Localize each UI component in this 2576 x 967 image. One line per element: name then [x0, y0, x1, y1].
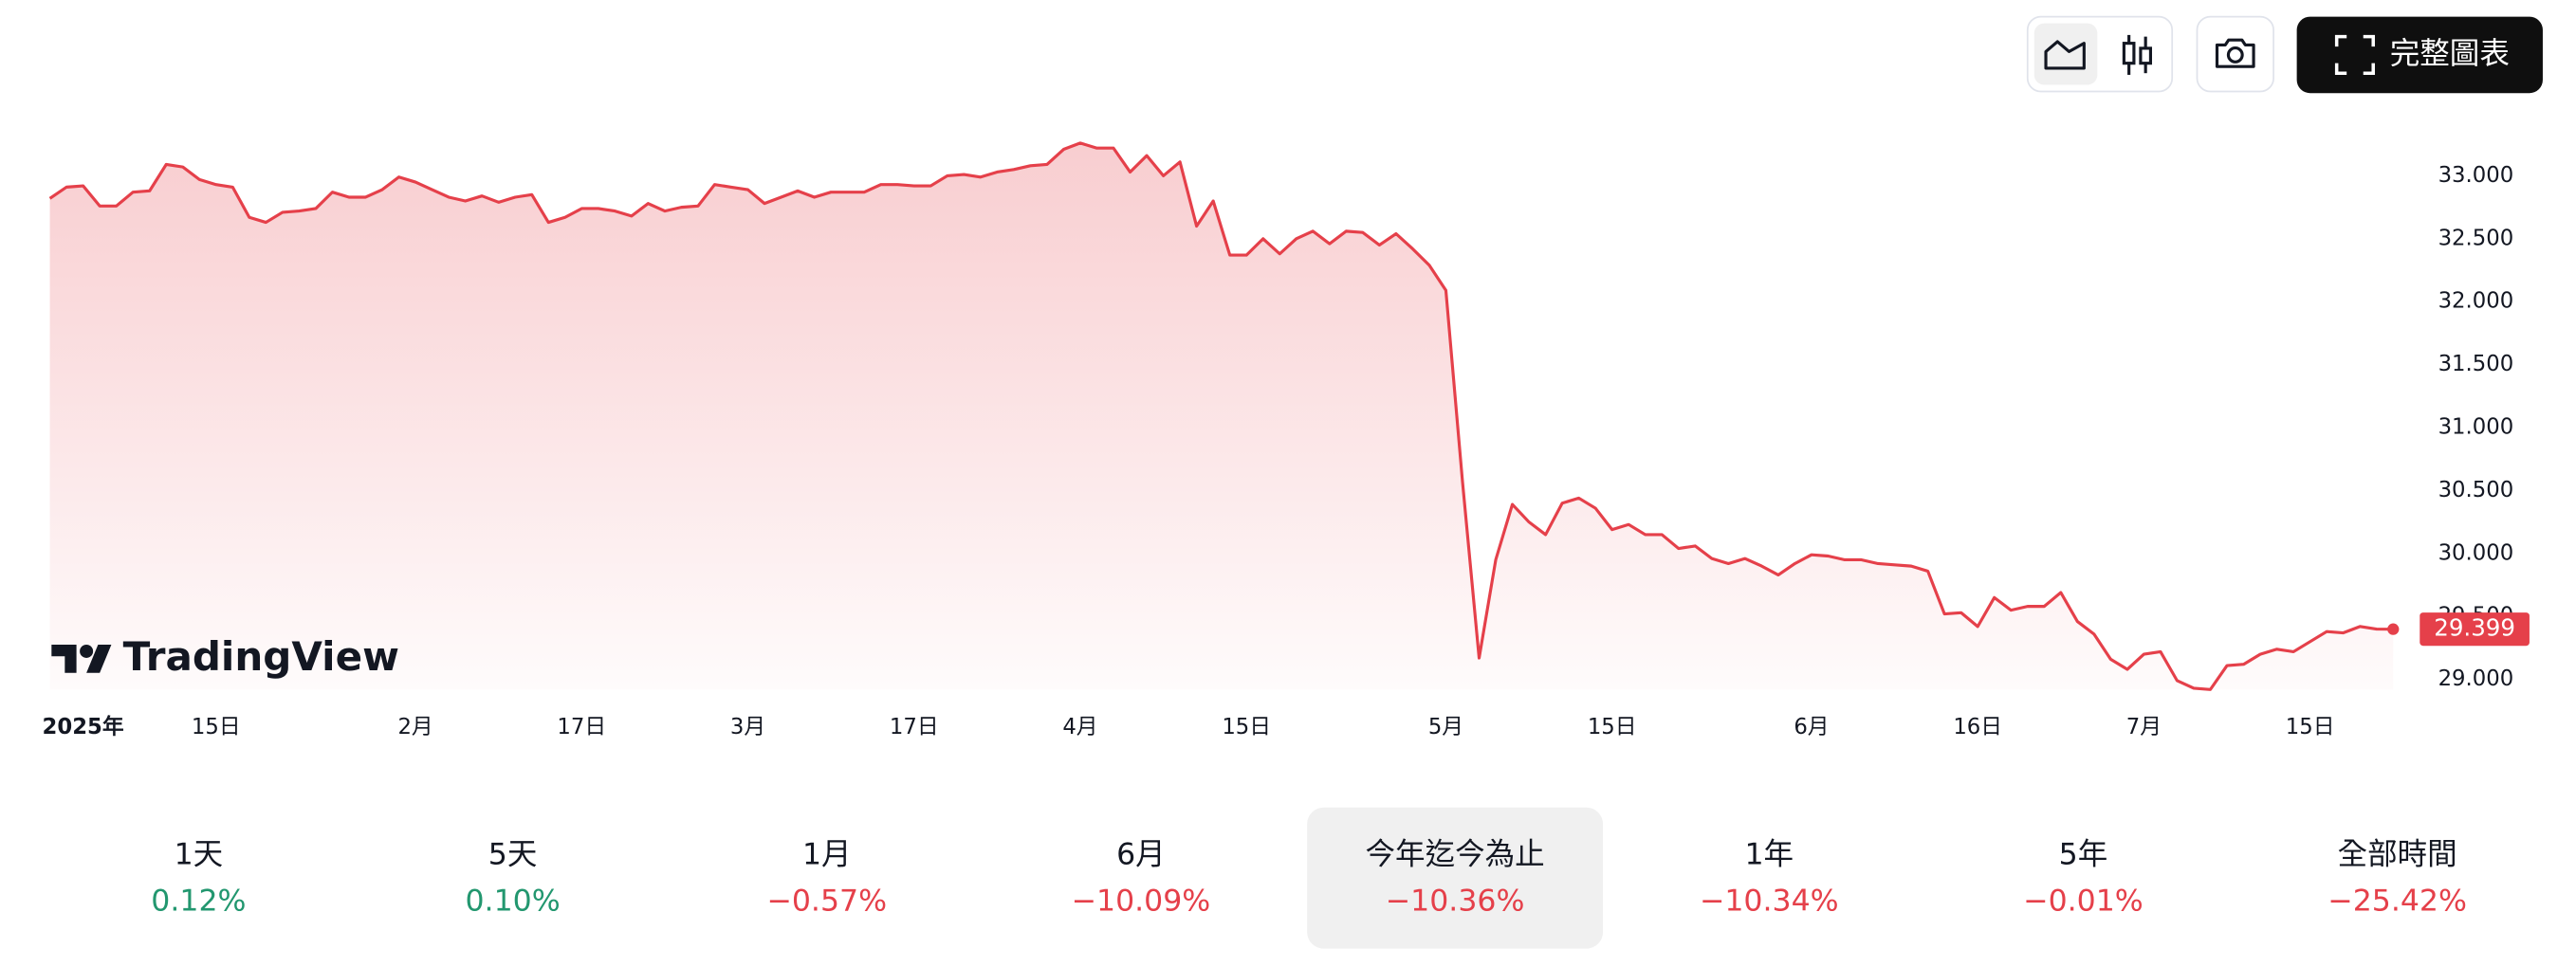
- x-tick-label: 17日: [890, 715, 939, 739]
- watermark: TradingView: [51, 633, 399, 680]
- tab-change: −0.01%: [2023, 885, 2144, 919]
- x-tick-label: 4月: [1062, 715, 1097, 739]
- y-tick-label: 31.000: [2438, 415, 2514, 440]
- tab-label: 1天: [175, 838, 224, 872]
- tab-label: 5年: [2059, 838, 2108, 872]
- line-style-button[interactable]: [2033, 23, 2098, 85]
- tab-change: −10.09%: [1072, 885, 1211, 919]
- tab-change: −0.57%: [766, 885, 887, 919]
- icon-fullscreen: [2334, 34, 2375, 75]
- x-tick-label: 6月: [1794, 715, 1829, 739]
- button-frame: [2196, 15, 2274, 93]
- x-tick-label: 15日: [1588, 715, 1637, 739]
- last-price-label: 29.399: [2434, 614, 2515, 642]
- button-label: 完整圖表: [2390, 37, 2510, 71]
- snapshot-button[interactable]: [2196, 15, 2274, 93]
- icon-camera: [2215, 38, 2255, 68]
- tab-label: 全部時間: [2338, 838, 2457, 872]
- x-tick-label: 7月: [2126, 715, 2162, 739]
- x-tick-label: 2月: [397, 715, 432, 739]
- range-tab[interactable]: 5年 −0.01%: [2023, 838, 2144, 919]
- candle-style-button[interactable]: [2122, 34, 2152, 75]
- full-chart-button[interactable]: 完整圖表: [2296, 16, 2543, 94]
- range-tab[interactable]: 1天 0.12%: [151, 838, 246, 919]
- watermark-text: TradingView: [123, 633, 399, 680]
- y-tick-label: 30.500: [2438, 478, 2514, 502]
- tab-change: −10.36%: [1386, 885, 1525, 919]
- x-tick-label: 5月: [1428, 715, 1463, 739]
- tab-change: 0.12%: [151, 885, 246, 919]
- range-tab[interactable]: 6月 −10.09%: [1072, 838, 1211, 919]
- area-fill: [49, 142, 2394, 690]
- y-tick-label: 32.000: [2438, 289, 2514, 314]
- tab-label: 1月: [802, 838, 852, 872]
- range-tab[interactable]: 今年迄今為止 −10.36%: [1307, 807, 1604, 949]
- tab-label: 6月: [1116, 838, 1166, 872]
- range-tab[interactable]: 1月 −0.57%: [766, 838, 887, 919]
- icon-camera: [2226, 46, 2244, 64]
- y-tick-label: 29.000: [2438, 666, 2514, 691]
- tab-label: 5天: [488, 838, 538, 872]
- icon-line: [2044, 40, 2086, 70]
- last-price-badge: [2420, 612, 2530, 647]
- x-tick-label: 15日: [1222, 715, 1271, 739]
- chart-style-toggle: [2026, 15, 2174, 93]
- y-tick-label: 31.500: [2438, 352, 2514, 376]
- range-tab[interactable]: 1年 −10.34%: [1700, 838, 1839, 919]
- range-tab[interactable]: 5天 0.10%: [465, 838, 560, 919]
- x-tick-label: 15日: [2286, 715, 2335, 739]
- icon-candle: [2139, 46, 2152, 65]
- price-line: [48, 141, 2394, 691]
- tab-label: 今年迄今為止: [1366, 838, 1545, 872]
- range-tabs: 1天 0.12% 5天 0.10% 1月 −0.57% 6月 −10.09% 今年迄今為止 −10…: [151, 807, 2467, 949]
- range-tab[interactable]: 全部時間 −25.42%: [2328, 838, 2467, 919]
- logo-mark: [80, 644, 94, 658]
- logo-mark: [86, 644, 112, 673]
- x-tick-label: 2025年: [43, 714, 124, 739]
- button-bg: [2296, 16, 2543, 94]
- tab-change: −25.42%: [2328, 885, 2467, 919]
- tab-label: 1年: [1744, 838, 1794, 872]
- y-tick-label: 30.000: [2438, 540, 2514, 565]
- tab-change: −10.34%: [1700, 885, 1839, 919]
- x-tick-label: 17日: [557, 715, 606, 739]
- last-point: [2387, 623, 2400, 635]
- plot-area: 29.00029.50030.00030.50031.00031.50032.0…: [43, 141, 2530, 739]
- x-tick-label: 15日: [192, 715, 241, 739]
- icon-candle: [2122, 42, 2136, 65]
- y-tick-label: 33.000: [2438, 163, 2514, 188]
- x-tick-label: 3月: [730, 715, 765, 739]
- x-tick-label: 16日: [1953, 715, 2002, 739]
- y-tick-label: 32.500: [2438, 226, 2514, 250]
- logo-mark: [51, 644, 77, 673]
- tab-change: 0.10%: [465, 885, 560, 919]
- tab-selected-bg: [1307, 807, 1604, 949]
- button-bg: [2033, 23, 2098, 85]
